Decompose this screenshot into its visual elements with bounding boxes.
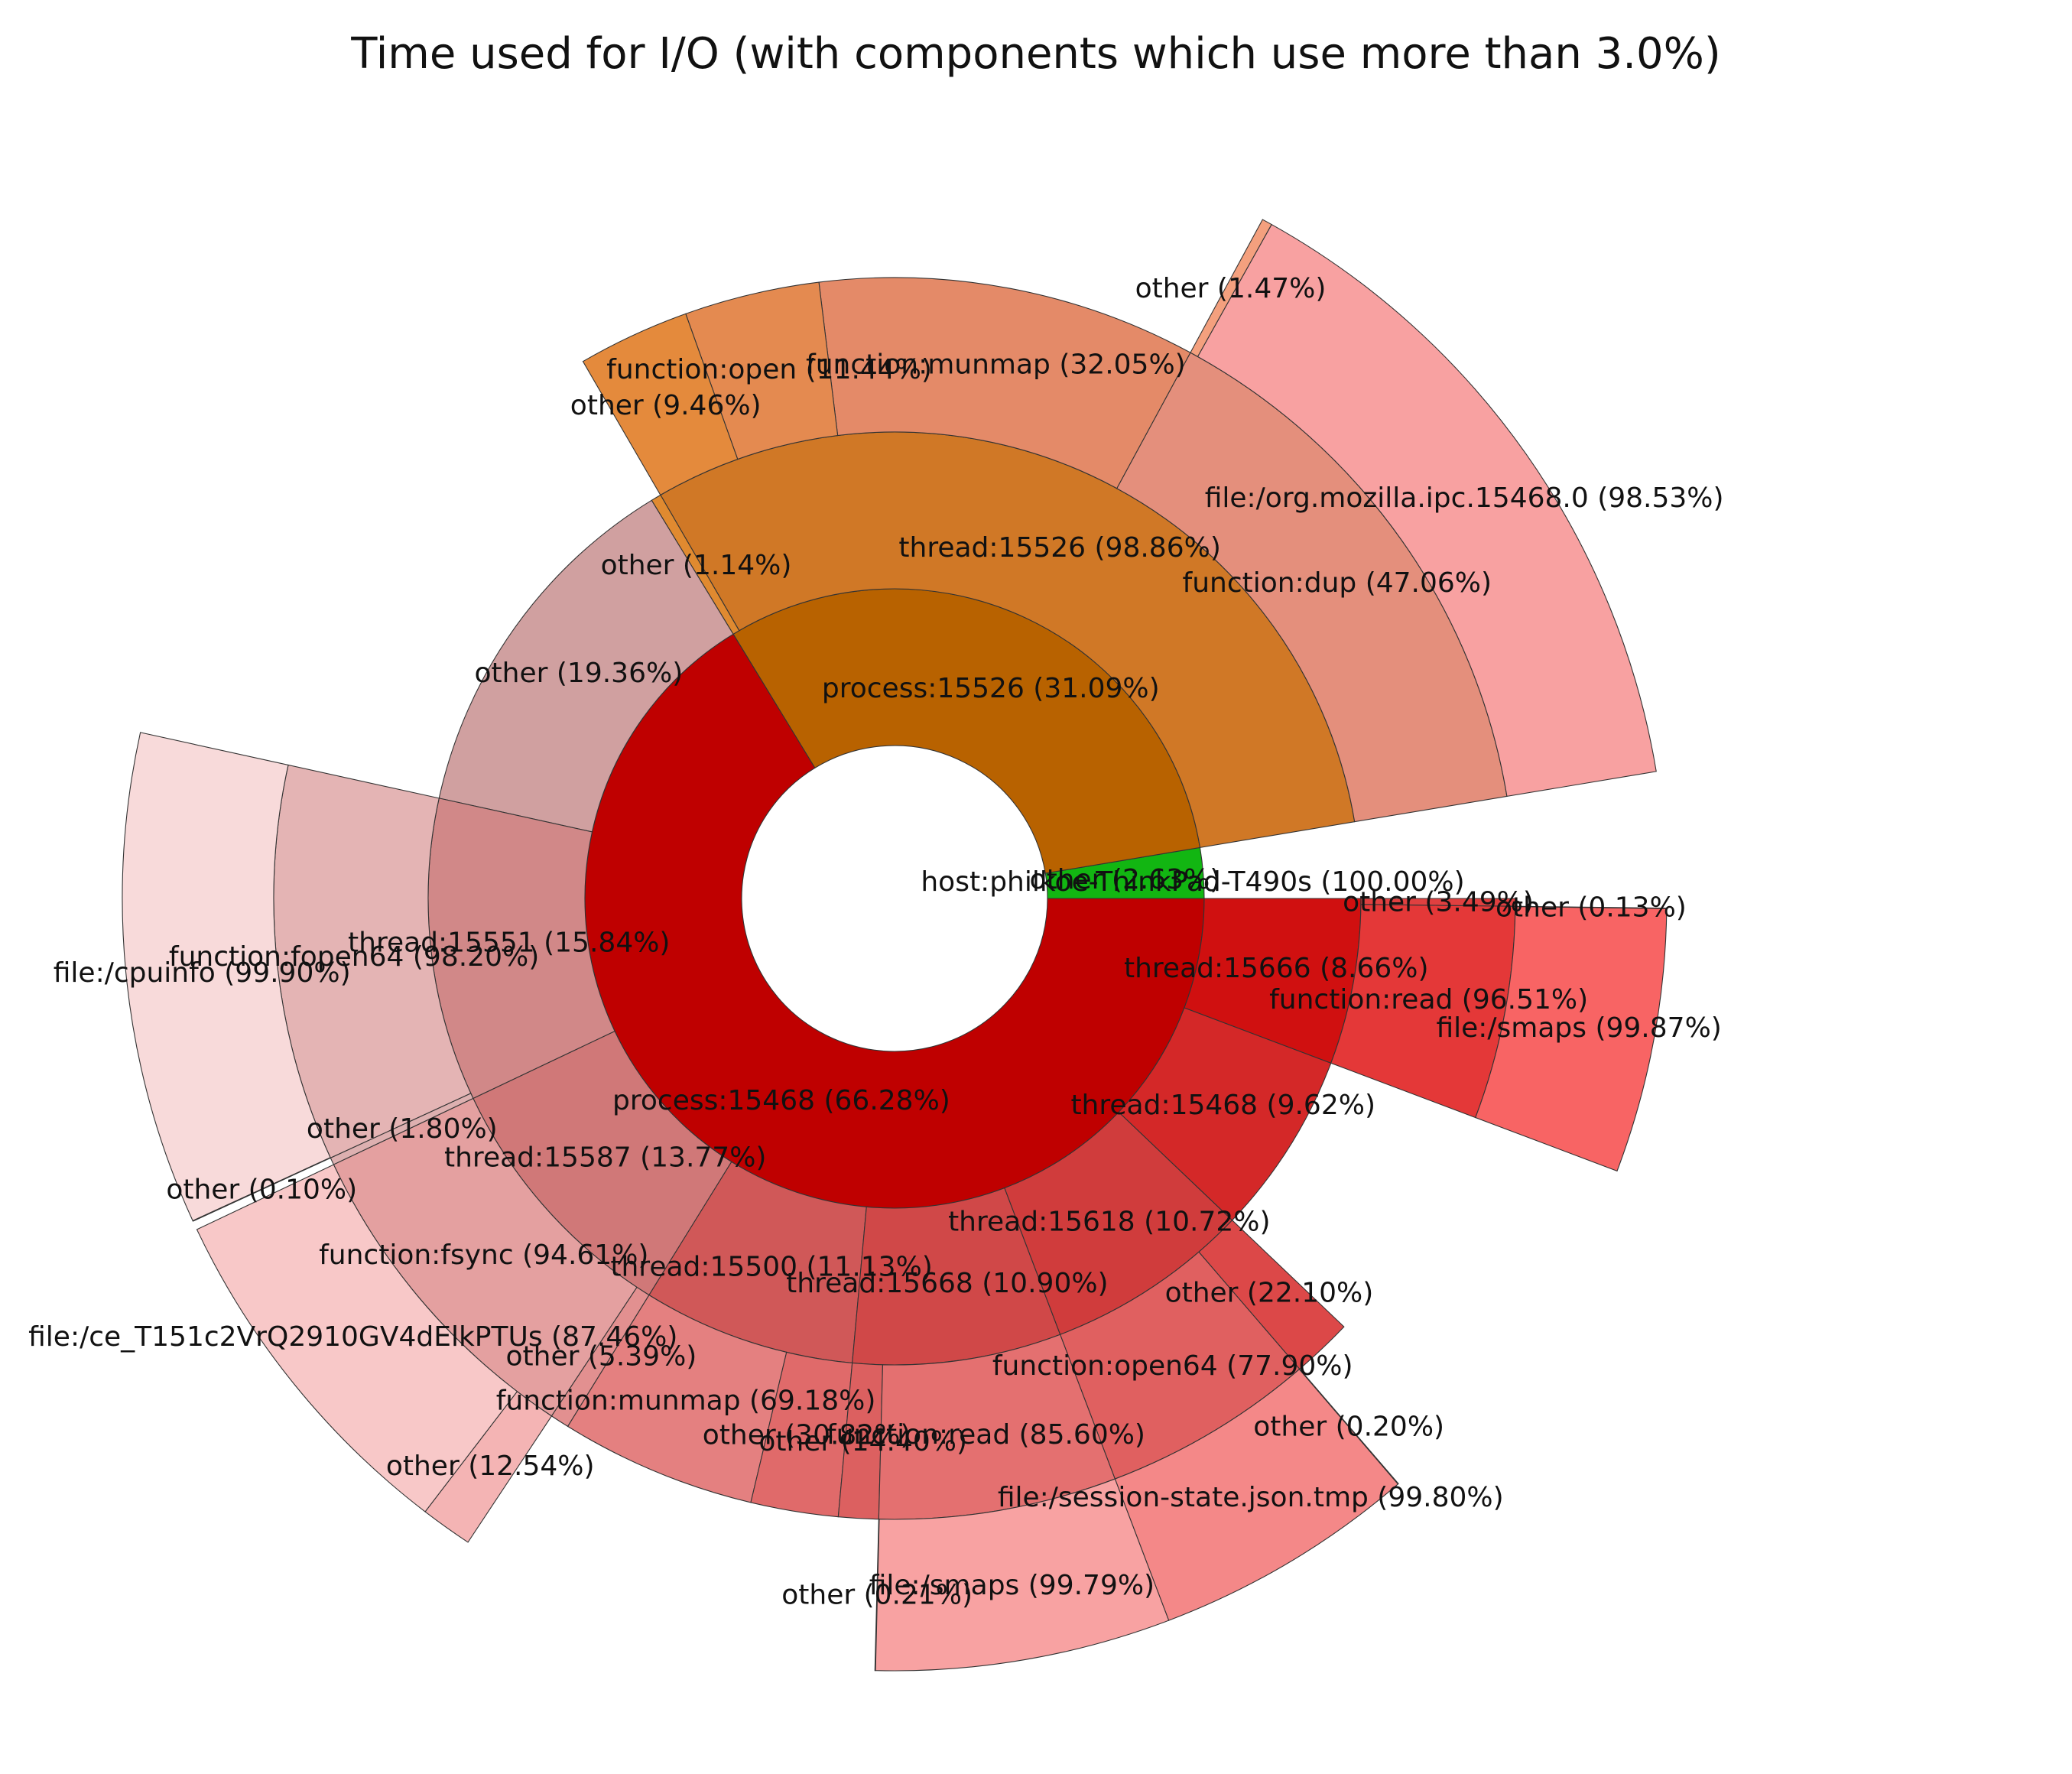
segment-label-function-munmap-d2: function:munmap (32.05%) [806,349,1186,380]
segment-layer [122,219,1668,1672]
segment-label-thread-15587-d1: thread:15587 (13.77%) [444,1142,766,1173]
segment-label-function-munmap-d2: function:munmap (69.18%) [496,1386,876,1417]
segment-label-other-d2: other (3.49%) [1343,886,1534,918]
segment-label-function-read-d2: function:read (85.60%) [827,1419,1145,1451]
segment-label-other-d3: other (1.47%) [1135,273,1327,304]
chart-title: Time used for I/O (with components which… [351,29,1721,79]
segment-label-file-cpuinfo-d3: file:/cpuinfo (99.90%) [54,957,351,989]
segment-label-file-org-mozilla-ipc-15468-0-d3: file:/org.mozilla.ipc.15468.0 (98.53%) [1205,482,1724,514]
segment-label-function-fsync-d2: function:fsync (94.61%) [319,1240,648,1271]
segment-label-other-d1: other (1.14%) [601,550,792,581]
segment-label-file-smaps-d3: file:/smaps (99.87%) [1436,1012,1721,1044]
segment-label-function-dup-d2: function:dup (47.06%) [1183,567,1492,599]
segment-label-thread-15666-d1: thread:15666 (8.66%) [1124,953,1429,984]
segment-label-other-d1: other (19.36%) [475,658,684,689]
segment-label-other-d2: other (1.80%) [307,1113,498,1145]
segment-label-process-15468-d0: process:15468 (66.28%) [612,1085,950,1116]
segment-label-other-d3: other (12.54%) [386,1451,595,1482]
segment-label-thread-15668-d1: thread:15668 (10.90%) [786,1268,1108,1299]
segment-file-org-mozilla-ipc-15468-0-d3[interactable] [1197,223,1657,798]
segment-label-other-d3: other (0.10%) [166,1174,357,1205]
segment-label-other-d2: other (14.40%) [758,1426,967,1457]
segment-label-function-read-d2: function:read (96.51%) [1269,984,1588,1015]
label-layer: host:philkoe-ThinkPad-T490s (100.00%)oth… [28,273,1723,1611]
segment-label-function-open-d2: function:open (11.44%) [606,354,932,385]
segment-label-thread-15468-d1: thread:15468 (9.62%) [1070,1090,1375,1121]
segment-label-function-fopen64-d2: function:fopen64 (98.20%) [169,941,539,973]
segment-label-process-15526-d0: process:15526 (31.09%) [822,673,1160,704]
segment-label-other-d2: other (9.46%) [570,390,762,421]
segment-label-other-d2: other (22.10%) [1165,1277,1374,1308]
segment-label-thread-15500-d1: thread:15500 (11.13%) [610,1251,932,1282]
segment-other-d2[interactable] [582,313,739,496]
root-label: host:philkoe-ThinkPad-T490s (100.00%) [921,866,1464,898]
segment-label-other-d3: other (0.21%) [781,1580,973,1611]
segment-label-other-d3: other (0.20%) [1253,1412,1444,1443]
segment-label-other-d2: other (30.82%) [703,1420,911,1451]
segment-label-file-session-state-json-tmp-d3: file:/session-state.json.tmp (99.80%) [998,1482,1504,1513]
segment-label-thread-15551-d1: thread:15551 (15.84%) [348,927,670,958]
segment-label-thread-15526-d1: thread:15526 (98.86%) [898,532,1220,564]
segment-label-other-d2: other (5.39%) [506,1341,697,1373]
segment-label-file-ce-t151c2vrq2910gv4delkptus-d3: file:/ce_T151c2VrQ2910GV4dElkPTUs (87.46… [28,1321,677,1353]
segment-label-other-d3: other (0.13%) [1496,892,1687,924]
segment-label-other-d0: other (2.63%) [1030,864,1221,895]
segment-label-function-open64-d2: function:open64 (77.90%) [992,1350,1353,1382]
segment-label-file-smaps-d3: file:/smaps (99.79%) [869,1570,1155,1601]
segment-label-thread-15618-d1: thread:15618 (10.72%) [948,1207,1270,1238]
segment-other-d2[interactable] [1360,898,1516,907]
